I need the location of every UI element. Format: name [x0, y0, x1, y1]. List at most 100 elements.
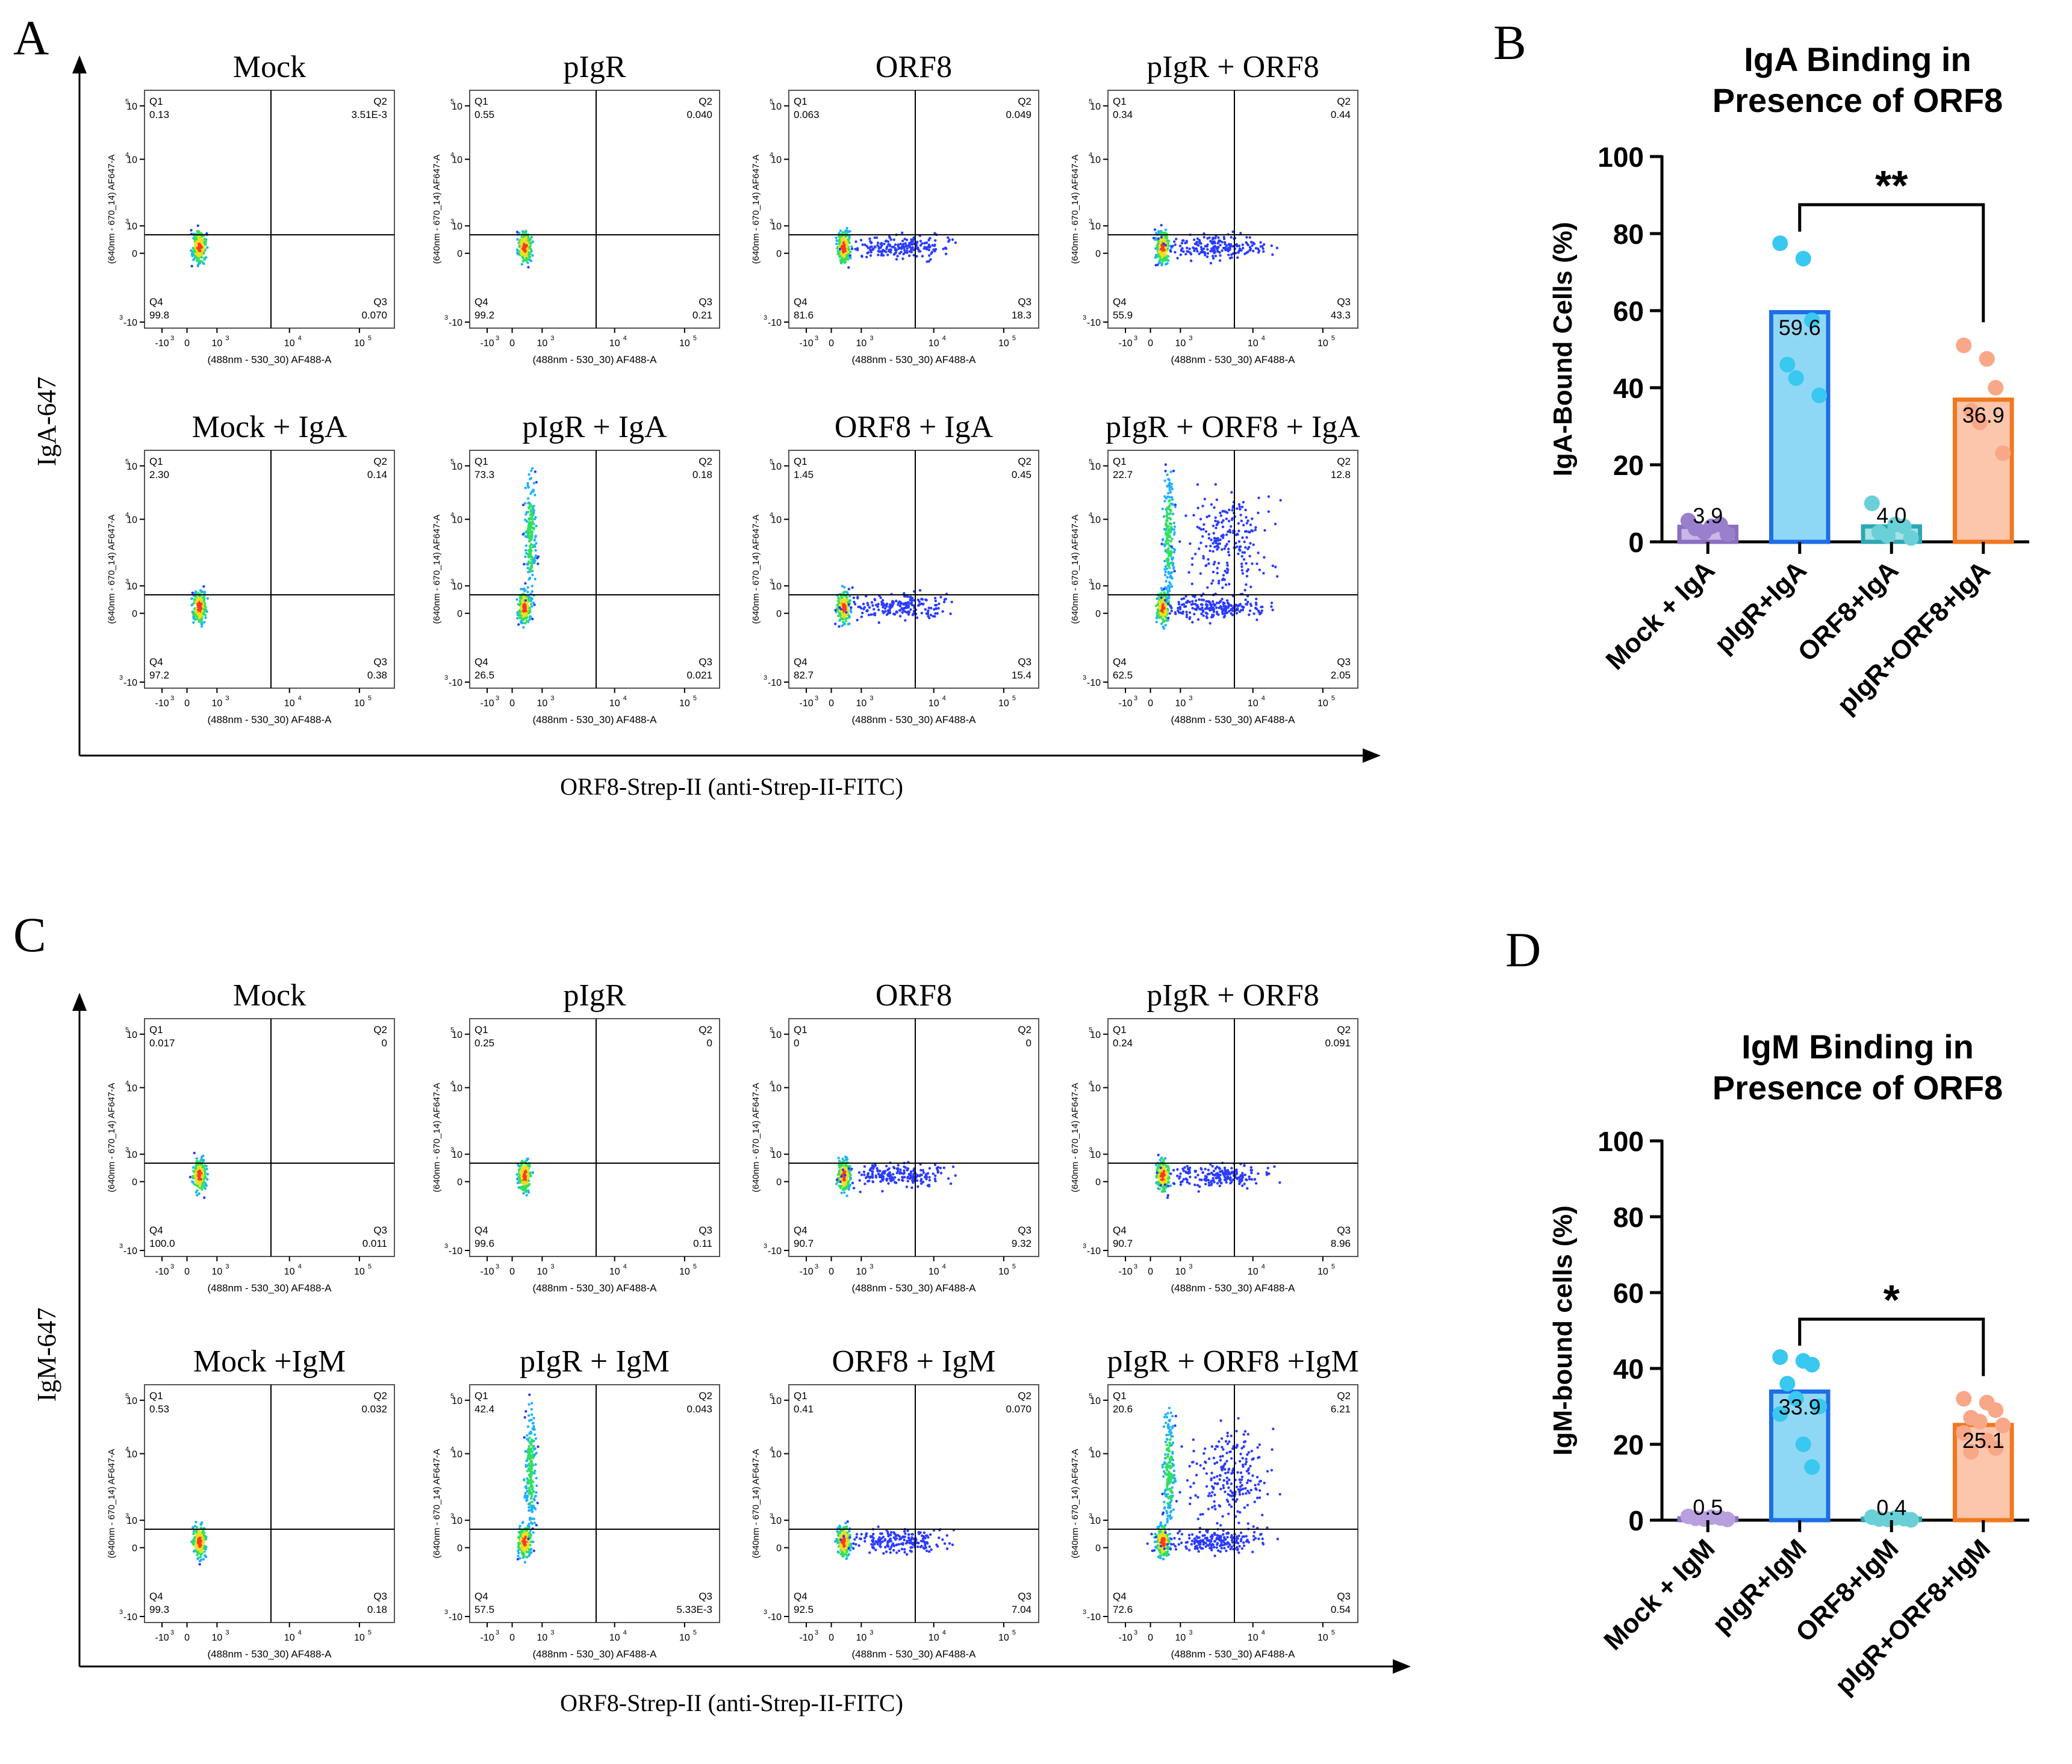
cell-dot — [1246, 250, 1249, 253]
y-tick-exponent: 3 — [764, 674, 767, 682]
quadrant-q1-value: 0.017 — [149, 1037, 175, 1049]
x-tick-exponent: 4 — [623, 695, 627, 702]
cell-dot — [903, 249, 906, 252]
x-tick-exponent: 3 — [225, 1263, 229, 1270]
cell-dot — [901, 231, 904, 234]
x-tick-exponent: 3 — [870, 695, 873, 702]
cell-dot — [1165, 507, 1168, 510]
cell-dot — [1159, 615, 1162, 619]
cell-dot — [1230, 235, 1233, 239]
cell-dot — [1245, 521, 1248, 525]
cell-dot — [1212, 563, 1216, 566]
cell-dot — [1271, 564, 1274, 567]
cell-dot — [1163, 479, 1167, 482]
y-tick-exponent: 3 — [450, 218, 454, 225]
cell-dot — [912, 253, 915, 257]
cell-dot — [906, 1179, 910, 1183]
cell-dot — [1156, 1171, 1159, 1175]
quadrant-q2-value: 12.8 — [1331, 469, 1351, 480]
x-tick-exponent: 4 — [298, 335, 302, 342]
cell-dot — [201, 1185, 204, 1188]
cell-dot — [922, 1171, 926, 1175]
cell-dot — [1240, 562, 1243, 565]
cell-dot — [1186, 1164, 1189, 1168]
x-tick-label: 10 — [354, 1267, 365, 1277]
cell-dot — [1245, 536, 1248, 539]
cell-dot — [932, 1172, 935, 1175]
cell-dot — [519, 620, 523, 623]
cell-dot — [1165, 523, 1168, 527]
cell-dot — [1165, 514, 1168, 518]
x-tick-label: 10 — [1175, 698, 1186, 709]
x-tick-label: 10 — [1248, 338, 1258, 349]
cell-dot — [930, 606, 933, 610]
cell-dot — [841, 617, 844, 621]
cell-dot — [1169, 250, 1172, 253]
cell-dot — [1165, 534, 1168, 537]
cell-dot — [877, 250, 880, 253]
cell-dot — [880, 241, 883, 245]
cell-dot — [1225, 561, 1229, 565]
x-tick-exponent: 3 — [550, 1263, 554, 1270]
plot-x-label: (488nm - 530_30) AF488-A — [532, 1282, 657, 1294]
cell-dot — [874, 603, 878, 607]
cell-dot — [1160, 592, 1163, 595]
cell-dot — [190, 264, 193, 268]
cell-dot — [1216, 571, 1219, 575]
cell-dot — [1155, 621, 1159, 624]
cell-dot — [527, 599, 530, 602]
cell-dot — [204, 613, 207, 616]
x-tick-label: 10 — [1318, 698, 1328, 709]
cell-dot — [535, 542, 538, 545]
cell-dot — [916, 598, 920, 601]
cell-dot — [1248, 249, 1251, 252]
cell-dot — [1182, 250, 1185, 253]
cell-dot — [1243, 1182, 1246, 1185]
cell-dot — [1172, 1169, 1175, 1172]
cell-dot — [1237, 522, 1240, 525]
cell-dot — [894, 243, 897, 246]
cell-dot — [1173, 240, 1176, 243]
cell-dot — [885, 250, 888, 253]
cell-dot — [1257, 551, 1260, 554]
cell-dot — [1164, 246, 1168, 249]
y-tick-label: 0 — [776, 609, 782, 620]
cell-dot — [916, 1185, 919, 1188]
cell-dot — [1263, 556, 1266, 559]
cell-dot — [840, 237, 844, 240]
cell-dot — [1179, 611, 1183, 615]
cell-dot — [1165, 250, 1168, 253]
cell-dot — [194, 1172, 197, 1175]
cell-dot — [524, 486, 527, 489]
cell-dot — [918, 589, 922, 592]
cell-dot — [927, 609, 930, 612]
x-tick-label: -10 — [155, 698, 169, 709]
cell-dot — [1204, 607, 1207, 610]
cell-dot — [1190, 557, 1194, 560]
cell-dot — [1188, 611, 1192, 614]
cell-dot — [1207, 562, 1210, 565]
cell-dot — [527, 578, 530, 581]
cell-dot — [537, 562, 540, 565]
cell-dot — [1167, 600, 1171, 603]
cell-dot — [527, 556, 530, 559]
cell-dot — [1165, 548, 1169, 551]
cell-dot — [521, 615, 524, 618]
x-tick-exponent: 3 — [1134, 335, 1137, 342]
y-tick-label: 10 — [771, 222, 782, 232]
cell-dot — [532, 508, 535, 511]
cell-dot — [1211, 608, 1214, 611]
y-tick-label: 0 — [1095, 1178, 1101, 1188]
cell-dot — [200, 1157, 203, 1161]
x-tick-label: 0 — [829, 698, 834, 709]
x-tick-label: 10 — [211, 338, 222, 349]
cell-dot — [1196, 1184, 1199, 1187]
cell-dot — [1154, 247, 1157, 250]
y-tick-exponent: 5 — [125, 1026, 129, 1034]
cell-dot — [1248, 545, 1251, 549]
cell-dot — [523, 1188, 526, 1192]
cell-dot — [1214, 255, 1218, 258]
cell-dot — [196, 230, 199, 233]
cell-dot — [1218, 579, 1221, 583]
x-tick-exponent: 4 — [942, 335, 946, 342]
